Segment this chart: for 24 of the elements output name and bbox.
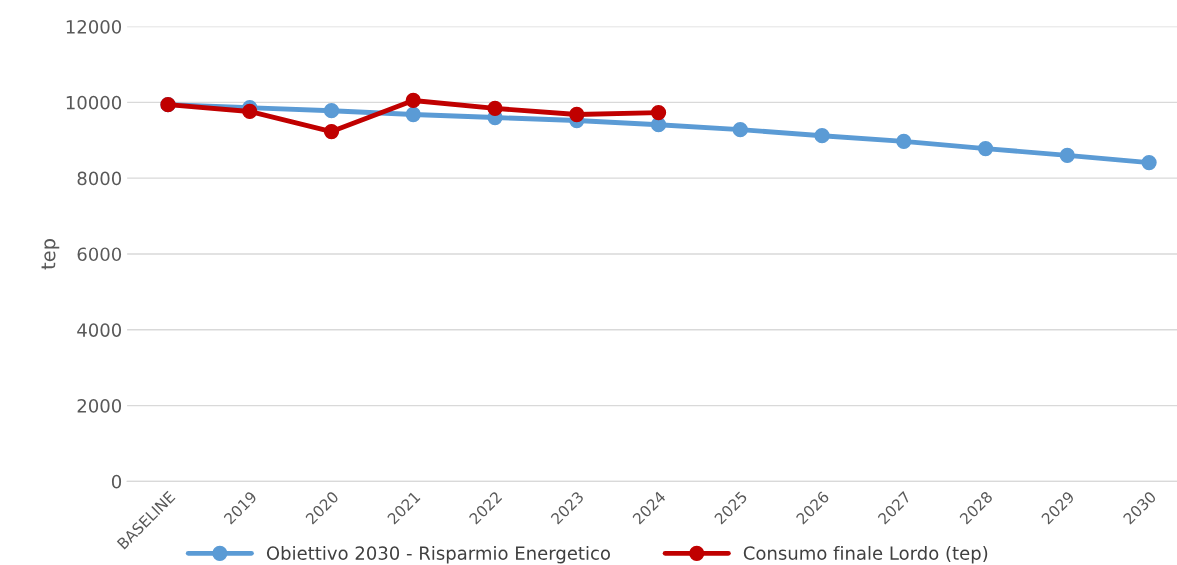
- point: [977, 140, 994, 157]
- point: [1059, 147, 1075, 164]
- y-tick-label: 12000: [66, 20, 122, 34]
- y-tick-label: 8000: [77, 171, 122, 186]
- point: [732, 122, 748, 138]
- y-tick-label: 10000: [66, 95, 122, 110]
- legend-label: Obiettivo 2030 - Risparmio Energetico: [266, 545, 610, 564]
- point: [405, 106, 421, 123]
- point: [1141, 154, 1157, 171]
- point: [323, 123, 340, 140]
- point: [242, 103, 258, 120]
- y-tick-label: 6000: [77, 247, 122, 262]
- y-tick-label: 2000: [77, 399, 122, 413]
- y-tick-label: 4000: [77, 323, 122, 337]
- legend-label: Consumo finale Lordo (tep): [743, 545, 988, 564]
- point: [569, 106, 585, 123]
- point: [814, 128, 830, 144]
- y-tick-label: 0: [111, 474, 122, 489]
- point: [896, 133, 912, 150]
- point: [405, 92, 421, 109]
- point: [487, 100, 503, 117]
- point: [650, 104, 667, 121]
- y-axis-title: tep: [41, 239, 60, 270]
- point: [323, 103, 340, 119]
